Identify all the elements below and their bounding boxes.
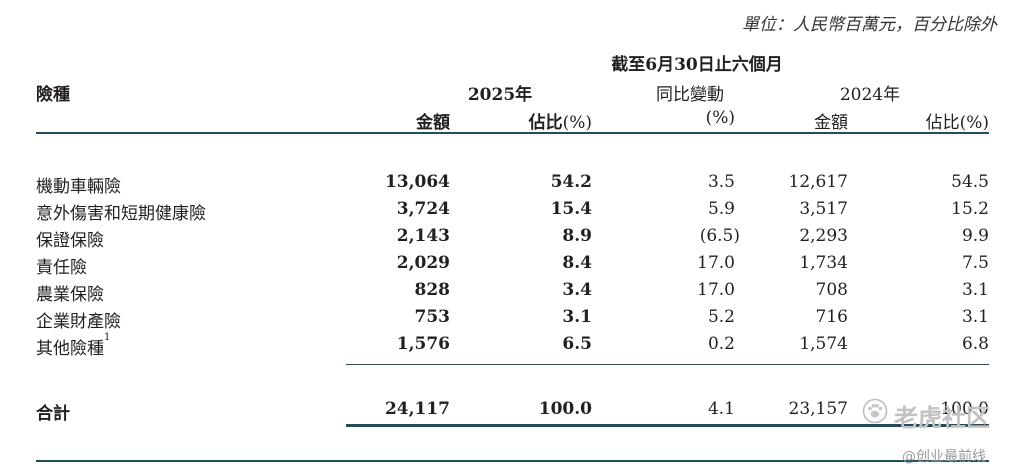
table-row: 責任險 2,029 8.4 17.0 1,734 7.5 [0,253,1025,280]
subtotal-rule [346,364,989,365]
year-2024-header: 2024年 [839,85,901,105]
row-pct-2024: 3.1 [961,280,989,300]
row-amount-2025: 1,576 [396,334,450,354]
row-pct-2024: 7.5 [961,253,989,273]
total-pct-2025: 100.0 [538,399,592,419]
yoy-change-header: 同比變動 [656,85,724,105]
row-pct-2025: 3.4 [562,280,592,300]
insurance-type-header: 險種 [36,85,70,105]
row-pct-2024: 6.8 [961,334,989,354]
table-row: 保證保險 2,143 8.9 (6.5) 2,293 9.9 [0,226,1025,253]
row-yoy: 5.9 [707,199,735,219]
row-pct-2025: 6.5 [562,334,592,354]
row-yoy: 17.0 [697,280,735,300]
paw-icon [862,398,888,424]
row-amount-2025: 13,064 [384,172,450,192]
footnote-marker: 1 [104,332,111,343]
row-amount-2024: 3,517 [799,199,848,219]
total-amount-2024: 23,157 [788,399,848,419]
total-row: 合計 24,117 100.0 4.1 23,157 100.0 [0,399,1025,426]
row-amount-2024: 708 [815,280,848,300]
row-pct-2025: 8.9 [562,226,592,246]
row-label: 其他險種1 [36,332,111,359]
row-pct-2025: 8.4 [562,253,592,273]
total-label: 合計 [36,404,70,424]
total-double-rule-top [346,424,989,427]
row-pct-2025: 15.4 [550,199,592,219]
row-label: 農業保險 [36,285,104,305]
table-row: 農業保險 828 3.4 17.0 708 3.1 [0,280,1025,307]
row-yoy: (6.5) [699,226,740,246]
row-label: 企業財產險 [36,312,121,332]
yoy-unit-subheader: (%) [705,108,735,128]
unit-note: 單位：人民幣百萬元，百分比除外 [742,15,997,35]
row-amount-2025: 753 [414,307,451,327]
watermark-brand: 老虎社区 [894,404,990,432]
row-yoy: 3.5 [707,172,735,192]
table-row: 其他險種1 1,576 6.5 0.2 1,574 6.8 [0,332,1025,361]
row-pct-2024: 54.5 [951,172,989,192]
row-amount-2024: 716 [815,307,848,327]
watermark-handle: @创业最前线 [902,449,986,465]
row-amount-2025: 828 [414,280,451,300]
bottom-rule [36,460,989,462]
row-pct-2025: 3.1 [562,307,592,327]
table-row: 企業財產險 753 3.1 5.2 716 3.1 [0,307,1025,334]
row-amount-2024: 12,617 [788,172,848,192]
row-yoy: 5.2 [707,307,735,327]
row-yoy: 0.2 [707,334,735,354]
row-label: 機動車輛險 [36,177,121,197]
table-row: 意外傷害和短期健康險 3,724 15.4 5.9 3,517 15.2 [0,199,1025,226]
row-pct-2024: 15.2 [951,199,989,219]
pct-2024-subheader: 佔比(%) [925,113,989,133]
pct-2025-subheader: 佔比(%) [528,113,592,133]
row-pct-2024: 3.1 [961,307,989,327]
row-amount-2025: 3,724 [396,199,450,219]
amount-2025-subheader: 金額 [416,113,450,133]
row-label: 意外傷害和短期健康險 [36,204,206,224]
row-amount-2025: 2,143 [396,226,450,246]
year-2025-header: 2025年 [467,85,533,105]
total-pct-2024: 100.0 [940,399,989,419]
amount-2024-subheader: 金額 [814,113,848,133]
row-amount-2024: 2,293 [799,226,848,246]
total-amount-2025: 24,117 [384,399,450,419]
period-header: 截至6月30日止六個月 [611,55,783,75]
row-yoy: 17.0 [697,253,735,273]
header-rule [36,132,989,134]
table-row: 機動車輛險 13,064 54.2 3.5 12,617 54.5 [0,172,1025,199]
row-amount-2025: 2,029 [396,253,450,273]
row-amount-2024: 1,734 [799,253,848,273]
row-pct-2024: 9.9 [961,226,989,246]
row-label: 責任險 [36,258,87,278]
row-amount-2024: 1,574 [799,334,848,354]
total-yoy: 4.1 [707,399,735,419]
row-label: 保證保險 [36,231,104,251]
row-pct-2025: 54.2 [550,172,592,192]
